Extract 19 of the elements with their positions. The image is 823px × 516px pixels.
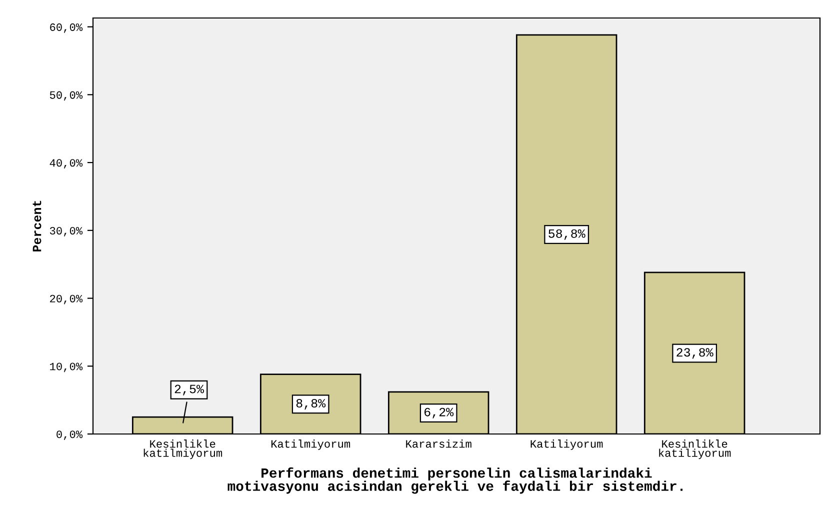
- y-tick-label: 10,0%: [50, 362, 83, 372]
- x-tick-label: Kesinlikle katiliyorum: [659, 440, 731, 460]
- y-tick-label: 0,0%: [56, 430, 83, 440]
- y-tick-label: 30,0%: [50, 227, 83, 236]
- data-label: 23,8%: [676, 348, 714, 359]
- x-tick-label: Katiliyorum: [530, 440, 603, 450]
- x-axis-title: Performans denetimi personelin calismalarindaki motivasyonu acisindan gerekli ve faydali bir sistemdir.: [228, 467, 682, 494]
- data-label: 8,8%: [296, 399, 326, 410]
- y-tick-label: 40,0%: [50, 159, 83, 169]
- y-tick-label: 50,0%: [50, 91, 83, 101]
- data-label: 6,2%: [424, 408, 454, 418]
- x-tick-label: Kararsizim: [406, 440, 472, 448]
- y-axis-title: Percent: [32, 200, 42, 252]
- data-label: 2,5%: [174, 384, 204, 396]
- data-label: 58,8%: [548, 229, 586, 240]
- x-tick-label: Katilmiyorum: [271, 440, 350, 450]
- y-tick-label: 20,0%: [50, 294, 83, 304]
- x-tick-label: Kesinlikle katilmiyorum: [144, 440, 222, 460]
- y-tick-label: 60,0%: [50, 23, 83, 33]
